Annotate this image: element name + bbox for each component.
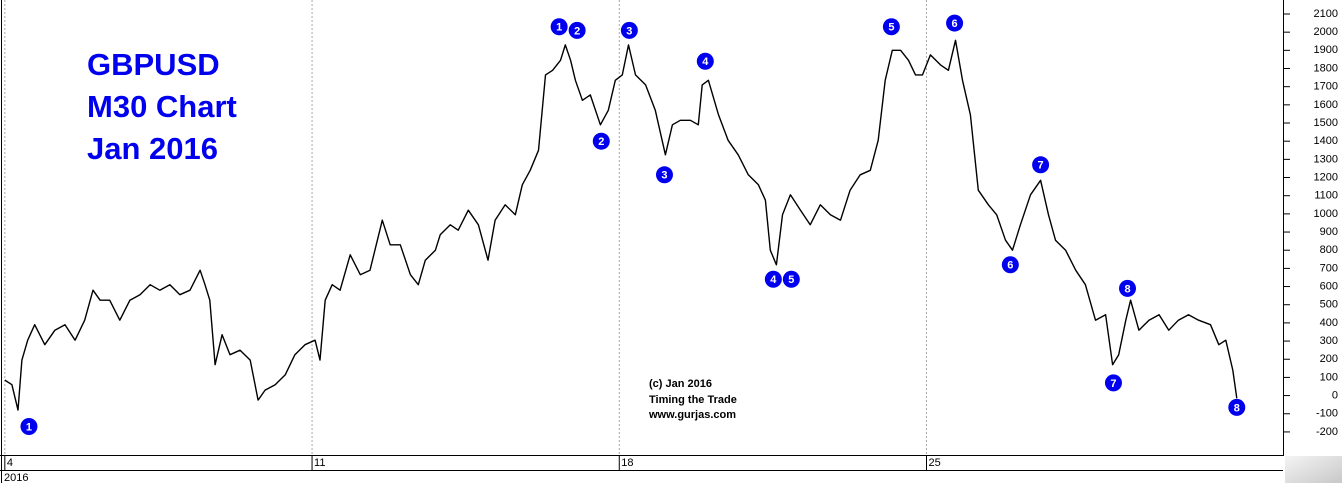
wave-label: 2	[598, 136, 604, 148]
y-tick-label: 1300	[1314, 153, 1338, 165]
y-tick-label: 900	[1320, 226, 1338, 238]
wave-label: 2	[574, 25, 580, 37]
title-line: Jan 2016	[87, 131, 218, 166]
wave-label: 8	[1124, 283, 1130, 295]
y-tick-label: 1400	[1314, 135, 1338, 147]
wave-label: 6	[1007, 260, 1013, 272]
wave-label: 4	[770, 274, 777, 286]
wave-marker	[550, 18, 568, 36]
y-tick-label: 400	[1320, 317, 1338, 329]
y-tick-label: 1600	[1314, 99, 1338, 111]
title-line: GBPUSD	[87, 47, 220, 82]
y-tick-label: 1900	[1314, 44, 1338, 56]
y-tick-label: 2000	[1314, 26, 1338, 38]
y-tick-label: 500	[1320, 299, 1338, 311]
wave-marker	[946, 14, 964, 32]
y-tick-label: 300	[1320, 335, 1338, 347]
wave-marker	[20, 417, 38, 435]
y-tick-label: -100	[1316, 408, 1338, 420]
wave-label: 8	[1234, 402, 1240, 414]
wave-marker	[620, 21, 638, 39]
wave-label: 4	[702, 56, 709, 68]
wave-label: 6	[952, 18, 958, 30]
y-tick-label: 1100	[1314, 190, 1338, 202]
y-tick-label: -200	[1316, 426, 1338, 438]
wave-marker	[882, 18, 900, 36]
y-tick-label: 0	[1332, 389, 1338, 401]
wave-marker	[1104, 374, 1122, 392]
wave-marker	[764, 270, 782, 288]
credit-line: (c) Jan 2016	[649, 378, 712, 390]
y-tick-label: 1500	[1314, 117, 1338, 129]
credit-line: www.gurjas.com	[648, 409, 736, 421]
y-tick-label: 200	[1320, 353, 1338, 365]
wave-marker	[696, 52, 714, 70]
wave-label: 3	[661, 170, 667, 182]
wave-marker	[1119, 279, 1137, 297]
x-tick-label: 25	[928, 457, 940, 469]
y-tick-label: 600	[1320, 280, 1338, 292]
corner	[1285, 456, 1342, 483]
y-tick-label: 1200	[1314, 171, 1338, 183]
y-tick-label: 800	[1320, 244, 1338, 256]
wave-marker	[592, 132, 610, 150]
wave-label: 1	[26, 421, 32, 433]
title-line: M30 Chart	[87, 89, 237, 124]
wave-marker	[782, 270, 800, 288]
wave-marker	[1228, 398, 1246, 416]
wave-label: 5	[888, 22, 894, 34]
x-tick-label: 18	[621, 457, 633, 469]
wave-label: 7	[1110, 378, 1116, 390]
wave-marker	[655, 166, 673, 184]
wave-label: 3	[626, 25, 632, 37]
wave-label: 5	[788, 274, 794, 286]
price-line	[4, 39, 1238, 411]
wave-marker	[1001, 256, 1019, 274]
x-tick-label: 4	[7, 457, 13, 469]
wave-label: 7	[1038, 160, 1044, 172]
y-tick-label: 700	[1320, 262, 1338, 274]
x-tick-label: 11	[314, 457, 325, 469]
wave-label: 1	[556, 22, 562, 34]
y-tick-label: 1000	[1314, 208, 1338, 220]
x-year-label: 2016	[4, 472, 28, 483]
y-tick-label: 1700	[1314, 81, 1338, 93]
y-tick-label: 1800	[1314, 62, 1338, 74]
wave-marker	[568, 21, 586, 39]
wave-marker	[1032, 156, 1050, 174]
y-tick-label: 2100	[1314, 8, 1338, 20]
y-tick-label: 100	[1320, 371, 1338, 383]
credit-line: Timing the Trade	[649, 394, 737, 406]
